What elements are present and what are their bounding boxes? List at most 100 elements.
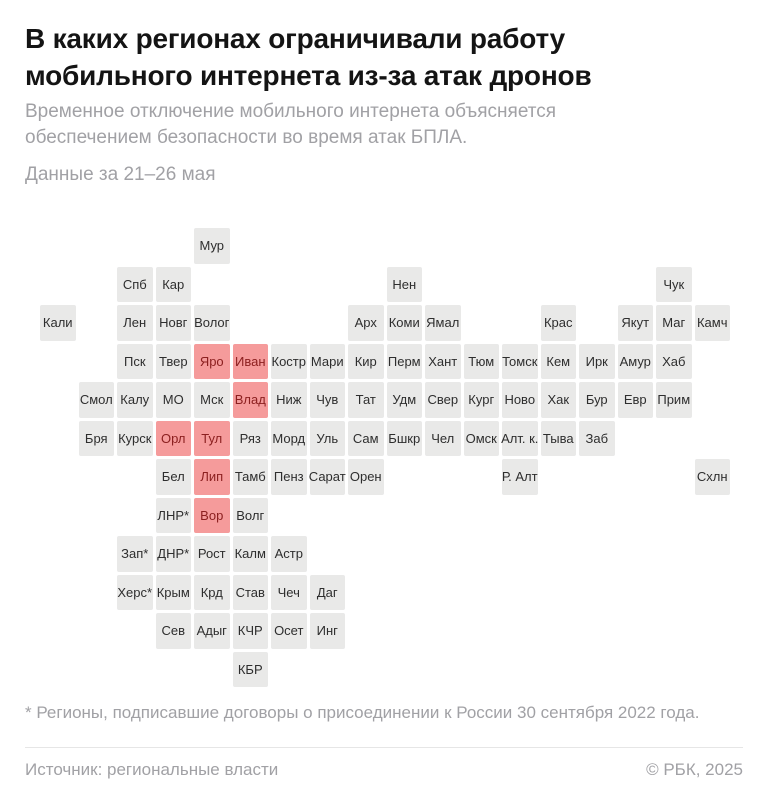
region-tile: Чув [309, 382, 345, 418]
region-tile: Томск [502, 343, 538, 379]
tile-grid-map: Мур Спб Кар Нен Чук Кали Лен Новг Волог Арх Коми Ям… [40, 228, 731, 688]
region-tile: Бур [579, 382, 615, 418]
region-tile: МО [155, 382, 191, 418]
region-tile: Став [232, 574, 268, 610]
region-tile: Адыг [194, 613, 230, 649]
region-tile: Даг [309, 574, 345, 610]
region-tile: КЧР [232, 613, 268, 649]
region-tile: Якут [617, 305, 653, 341]
region-tile: Курск [117, 420, 153, 456]
region-tile: Костр [271, 343, 307, 379]
region-tile: Р. Алт [502, 459, 538, 495]
region-tile: Перм [386, 343, 422, 379]
region-tile: Коми [386, 305, 422, 341]
region-tile: Тыва [540, 420, 576, 456]
region-tile: Крд [194, 574, 230, 610]
region-tile: Хаб [656, 343, 692, 379]
region-tile: Кали [40, 305, 76, 341]
footer: Источник: региональные власти © РБК, 202… [25, 758, 743, 782]
source-label: Источник: региональные власти [25, 760, 279, 779]
region-tile: Хант [425, 343, 461, 379]
region-tile: Твер [155, 343, 191, 379]
region-tile: Калу [117, 382, 153, 418]
region-tile: Лен [117, 305, 153, 341]
region-tile: Маг [656, 305, 692, 341]
region-tile: Орен [348, 459, 384, 495]
region-tile: Евр [617, 382, 653, 418]
region-tile: Заб [579, 420, 615, 456]
region-tile: Камч [694, 305, 730, 341]
copyright-label: © РБК, 2025 [646, 760, 743, 779]
region-tile: Ново [502, 382, 538, 418]
region-tile: Осет [271, 613, 307, 649]
region-tile: Хак [540, 382, 576, 418]
region-tile: Зап* [117, 536, 153, 572]
region-tile: Уль [309, 420, 345, 456]
region-tile: Бел [155, 459, 191, 495]
region-tile: Чел [425, 420, 461, 456]
region-tile: КБР [232, 651, 268, 687]
region-tile-highlighted: Яро [194, 343, 230, 379]
region-tile: Волог [194, 305, 230, 341]
region-tile: Кем [540, 343, 576, 379]
region-tile: Бря [78, 420, 114, 456]
region-tile-highlighted: Вор [194, 497, 230, 533]
region-tile: Новг [155, 305, 191, 341]
region-tile: Кург [463, 382, 499, 418]
region-tile-highlighted: Тул [194, 420, 230, 456]
region-tile: Рост [194, 536, 230, 572]
region-tile: Прим [656, 382, 692, 418]
region-tile: Крас [540, 305, 576, 341]
region-tile: Морд [271, 420, 307, 456]
region-tile: Калм [232, 536, 268, 572]
region-tile: Ряз [232, 420, 268, 456]
region-tile-highlighted: Влад [232, 382, 268, 418]
region-tile: Кир [348, 343, 384, 379]
region-tile: ЛНР* [155, 497, 191, 533]
footnote: * Регионы, подписавшие договоры о присое… [25, 703, 700, 722]
region-tile: Ямал [425, 305, 461, 341]
region-tile: Астр [271, 536, 307, 572]
region-tile: Спб [117, 266, 153, 302]
region-tile: Схлн [694, 459, 730, 495]
region-tile: Тамб [232, 459, 268, 495]
region-tile: Тат [348, 382, 384, 418]
region-tile: Кар [155, 266, 191, 302]
subtitle: Временное отключение мобильного интернет… [25, 101, 557, 148]
region-tile: ДНР* [155, 536, 191, 572]
region-tile: Ирк [579, 343, 615, 379]
page-title: В каких регионах ограничивали работу моб… [25, 20, 592, 94]
region-tile: Арх [348, 305, 384, 341]
page-title-line2: мобильного интернета из-за атак дронов [25, 60, 592, 91]
region-tile-highlighted: Иван [232, 343, 268, 379]
region-tile: Чеч [271, 574, 307, 610]
region-tile: Нен [386, 266, 422, 302]
region-tile: Ниж [271, 382, 307, 418]
region-tile: Бшкр [386, 420, 422, 456]
region-tile: Пск [117, 343, 153, 379]
region-tile: Крым [155, 574, 191, 610]
region-tile: Тюм [463, 343, 499, 379]
region-tile: Алт. к. [501, 420, 538, 456]
region-tile: Удм [386, 382, 422, 418]
date-note: Данные за 21–26 мая [25, 164, 216, 185]
region-tile: Чук [656, 266, 692, 302]
region-tile: Волг [232, 497, 268, 533]
region-tile: Сам [348, 420, 384, 456]
region-tile: Мур [194, 228, 230, 264]
page-title-line1: В каких регионах ограничивали работу [25, 23, 566, 54]
region-tile: Сарат [309, 459, 346, 495]
region-tile: Херс* [117, 574, 153, 610]
region-tile: Свер [425, 382, 461, 418]
region-tile: Мск [194, 382, 230, 418]
region-tile-highlighted: Орл [155, 420, 191, 456]
region-tile: Мари [309, 343, 345, 379]
divider [25, 747, 743, 748]
region-tile: Смол [78, 382, 114, 418]
region-tile: Сев [155, 613, 191, 649]
region-tile: Омск [463, 420, 499, 456]
region-tile: Пенз [271, 459, 307, 495]
region-tile-highlighted: Лип [194, 459, 230, 495]
region-tile: Инг [309, 613, 345, 649]
